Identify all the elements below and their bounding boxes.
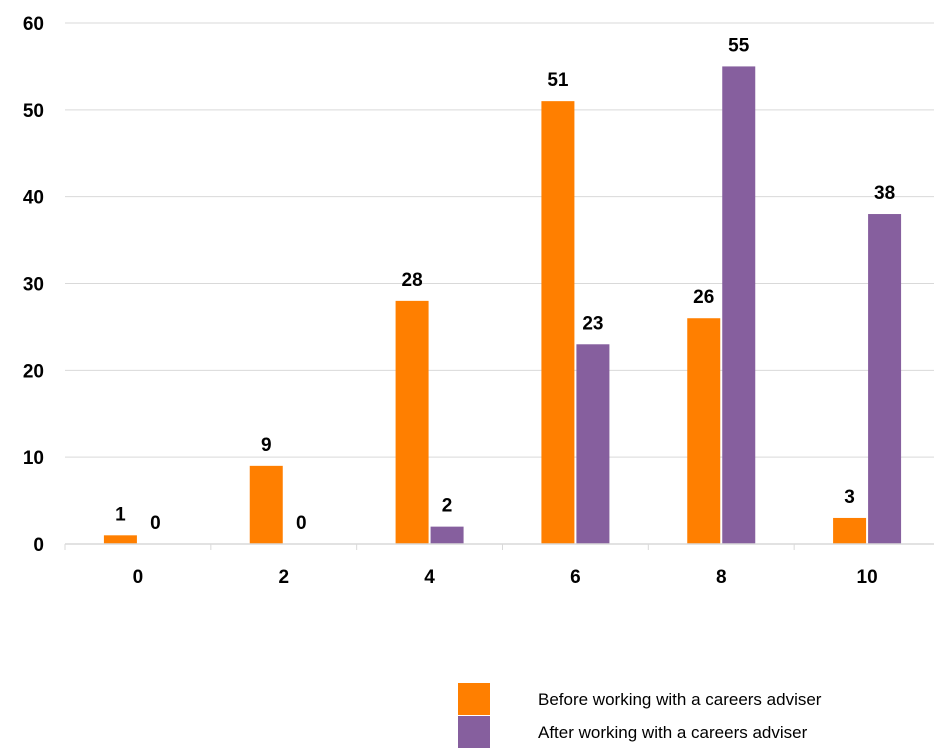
legend-label-before: Before working with a careers adviser	[538, 690, 822, 709]
x-tick-label: 6	[570, 567, 581, 588]
y-tick-label: 10	[23, 448, 44, 469]
bar	[541, 101, 575, 545]
data-label: 28	[402, 270, 423, 291]
x-tick-label: 4	[424, 567, 435, 588]
data-labels: 1 9 28 51 26 3 0 0 2 23 55 38	[115, 35, 895, 534]
data-label: 55	[728, 35, 750, 56]
bar	[430, 526, 464, 544]
bar	[249, 465, 283, 544]
data-label: 2	[442, 496, 453, 517]
data-label: 51	[547, 70, 569, 91]
legend-swatch-after	[458, 716, 490, 748]
y-tick-label: 20	[23, 361, 44, 382]
x-axis: 0 2 4 6 8 10	[64, 543, 934, 588]
data-label: 3	[844, 487, 855, 508]
data-label: 23	[582, 313, 603, 334]
x-tick-label: 8	[716, 567, 727, 588]
y-axis-ticks: 0 10 20 30 40 50 60	[23, 14, 44, 556]
y-tick-label: 40	[23, 188, 44, 209]
bar	[103, 535, 137, 544]
x-tick-label: 10	[857, 567, 878, 588]
bars	[103, 66, 902, 545]
data-label: 0	[150, 513, 161, 534]
bar	[687, 318, 721, 544]
x-tick-label: 2	[278, 567, 289, 588]
y-tick-label: 30	[23, 275, 44, 296]
x-tick-label: 0	[133, 567, 144, 588]
y-tick-label: 60	[23, 14, 44, 35]
bar	[576, 344, 610, 544]
y-tick-label: 0	[33, 535, 44, 556]
data-label: 38	[874, 183, 895, 204]
bar	[868, 214, 902, 545]
bar	[722, 66, 756, 545]
data-label: 1	[115, 504, 126, 525]
bar	[833, 517, 867, 544]
legend-swatch-before	[458, 683, 490, 715]
y-tick-label: 50	[23, 101, 44, 122]
legend-label-after: After working with a careers adviser	[538, 723, 808, 742]
data-label: 0	[296, 513, 307, 534]
gridlines	[65, 22, 934, 458]
bar	[395, 300, 429, 544]
data-label: 26	[693, 287, 714, 308]
data-label: 9	[261, 435, 272, 456]
